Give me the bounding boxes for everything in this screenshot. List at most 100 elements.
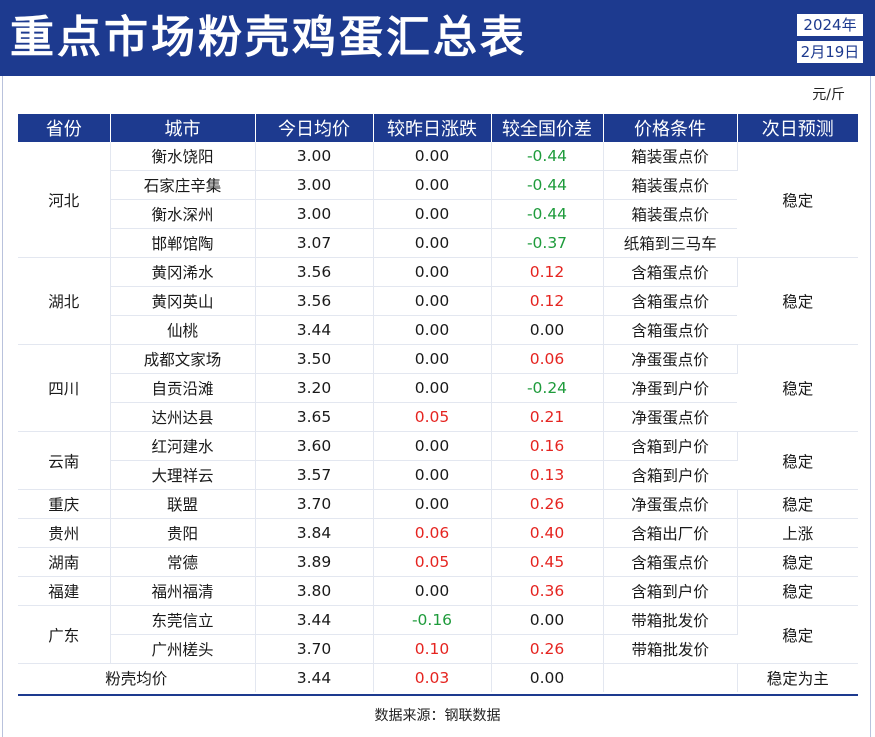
diff-cell: 0.26 (491, 489, 604, 519)
change-cell: 0.00 (373, 373, 492, 403)
average-condition (603, 663, 738, 692)
column-header: 较昨日涨跌 (373, 114, 492, 142)
table-row: 福建 福州福清 3.80 0.00 0.36 含箱到户价 稳定 (18, 576, 858, 606)
date-day-badge: 2月19日 (797, 41, 863, 63)
province-cell: 湖北 (18, 257, 111, 345)
city-cell: 联盟 (110, 489, 256, 519)
diff-cell: 0.45 (491, 547, 604, 577)
price-cell: 3.89 (255, 547, 374, 577)
city-cell: 贵阳 (110, 518, 256, 548)
diff-cell: 0.26 (491, 634, 604, 664)
diff-cell: 0.21 (491, 402, 604, 432)
city-cell: 广州槎头 (110, 634, 256, 664)
city-cell: 成都文家场 (110, 344, 256, 374)
price-cell: 3.70 (255, 634, 374, 664)
province-cell: 福建 (18, 576, 111, 606)
table-row: 石家庄辛集 3.00 0.00 -0.44 箱装蛋点价 (18, 170, 858, 200)
change-cell: 0.00 (373, 489, 492, 519)
condition-cell: 纸箱到三马车 (603, 228, 737, 258)
change-cell: 0.10 (373, 634, 492, 664)
page-frame (2, 76, 871, 737)
diff-cell: -0.44 (491, 142, 604, 171)
diff-cell: -0.37 (491, 228, 604, 258)
price-cell: 3.84 (255, 518, 374, 548)
table-row: 达州达县 3.65 0.05 0.21 净蛋蛋点价 (18, 402, 858, 432)
condition-cell: 净蛋到户价 (603, 373, 737, 403)
change-cell: 0.00 (373, 142, 492, 171)
forecast-cell: 稳定 (737, 431, 858, 490)
price-cell: 3.50 (255, 344, 374, 374)
city-cell: 衡水深州 (110, 199, 256, 229)
condition-cell: 含箱蛋点价 (603, 547, 738, 577)
footer-divider (18, 694, 858, 696)
condition-cell: 箱装蛋点价 (603, 142, 738, 171)
price-cell: 3.56 (255, 257, 374, 287)
condition-cell: 净蛋蛋点价 (603, 344, 738, 374)
forecast-cell: 稳定 (737, 547, 858, 577)
price-cell: 3.57 (255, 460, 374, 490)
province-cell: 重庆 (18, 489, 111, 519)
page-title: 重点市场粉壳鸡蛋汇总表 (10, 12, 527, 63)
city-cell: 黄冈浠水 (110, 257, 256, 287)
table-row: 湖北 黄冈浠水 3.56 0.00 0.12 含箱蛋点价 稳定 (18, 257, 858, 345)
table-row: 黄冈英山 3.56 0.00 0.12 含箱蛋点价 (18, 286, 858, 316)
table-row: 仙桃 3.44 0.00 0.00 含箱蛋点价 (18, 315, 858, 345)
table-row: 衡水深州 3.00 0.00 -0.44 箱装蛋点价 (18, 199, 858, 229)
average-row: 粉壳均价 3.44 0.03 0.00 稳定为主 (18, 663, 858, 692)
city-cell: 石家庄辛集 (110, 170, 256, 200)
change-cell: 0.00 (373, 460, 492, 490)
table-body: 河北 衡水饶阳 3.00 0.00 -0.44 箱装蛋点价 稳定 石家庄辛集 3.00 0.00-… (18, 142, 858, 692)
diff-cell: -0.44 (491, 199, 604, 229)
column-header: 城市 (110, 114, 256, 142)
average-diff: 0.00 (491, 663, 604, 692)
condition-cell: 箱装蛋点价 (603, 170, 737, 200)
city-cell: 衡水饶阳 (110, 142, 256, 171)
city-cell: 自贡沿滩 (110, 373, 256, 403)
price-cell: 3.56 (255, 286, 374, 316)
condition-cell: 净蛋蛋点价 (603, 489, 738, 519)
price-cell: 3.80 (255, 576, 374, 606)
diff-cell: 0.40 (491, 518, 604, 548)
change-cell: 0.00 (373, 315, 492, 345)
change-cell: 0.05 (373, 402, 492, 432)
change-cell: 0.06 (373, 518, 492, 548)
average-forecast: 稳定为主 (766, 670, 829, 688)
price-cell: 3.65 (255, 402, 374, 432)
column-header: 省份 (18, 114, 111, 142)
price-table: 省份 城市 今日均价 较昨日涨跌 较全国价差 价格条件 次日预测 河北 衡水饶阳 3… (18, 114, 858, 692)
table-row: 重庆 联盟 3.70 0.00 0.26 净蛋蛋点价 稳定 (18, 489, 858, 519)
condition-cell: 含箱到户价 (603, 576, 738, 606)
price-cell: 3.00 (255, 142, 374, 171)
city-cell: 黄冈英山 (110, 286, 256, 316)
forecast-cell: 稳定 (737, 489, 858, 519)
diff-cell: 0.13 (491, 460, 604, 490)
condition-cell: 含箱到户价 (603, 460, 737, 490)
province-cell: 贵州 (18, 518, 111, 548)
change-cell: 0.00 (373, 170, 492, 200)
table-row: 河北 衡水饶阳 3.00 0.00 -0.44 箱装蛋点价 稳定 (18, 142, 858, 258)
diff-cell: 0.16 (491, 431, 604, 461)
diff-cell: 0.06 (491, 344, 604, 374)
city-cell: 仙桃 (110, 315, 256, 345)
change-cell: 0.00 (373, 228, 492, 258)
city-cell: 常德 (110, 547, 256, 577)
price-cell: 3.00 (255, 170, 374, 200)
table-row: 广州槎头 3.70 0.10 0.26 带箱批发价 (18, 634, 858, 664)
table-row: 贵州 贵阳 3.84 0.06 0.40 含箱出厂价 上涨 (18, 518, 858, 548)
table-row: 四川 成都文家场 3.50 0.00 0.06 净蛋蛋点价 稳定 (18, 344, 858, 432)
price-cell: 3.60 (255, 431, 374, 461)
diff-cell: 0.00 (491, 605, 604, 635)
forecast-cell: 上涨 (737, 518, 858, 548)
city-cell: 红河建水 (110, 431, 256, 461)
province-cell: 湖南 (18, 547, 111, 577)
city-cell: 大理祥云 (110, 460, 256, 490)
forecast-cell: 稳定 (737, 257, 858, 345)
column-header: 今日均价 (255, 114, 374, 142)
price-cell: 3.44 (255, 315, 374, 345)
table-row: 广东 东莞信立 3.44 -0.16 0.00 带箱批发价 稳定 (18, 605, 858, 664)
table-row: 云南 红河建水 3.60 0.00 0.16 含箱到户价 稳定 (18, 431, 858, 490)
forecast-cell: 稳定 (737, 576, 858, 606)
diff-cell: 0.36 (491, 576, 604, 606)
condition-cell: 含箱蛋点价 (603, 315, 737, 345)
data-source: 数据来源：钢联数据 (374, 708, 501, 724)
